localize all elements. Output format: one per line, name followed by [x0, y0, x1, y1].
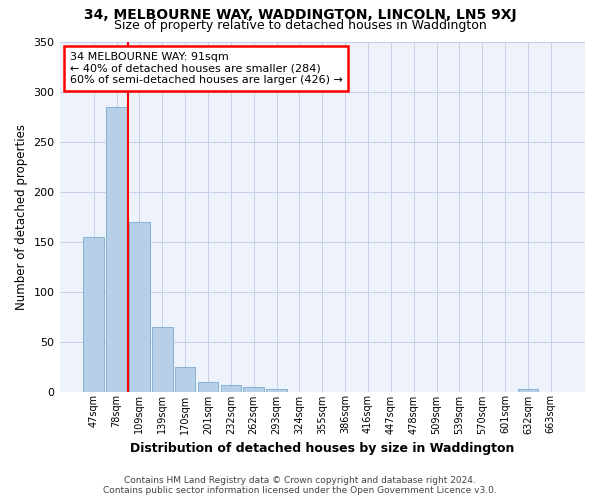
Bar	[266, 388, 287, 392]
Text: Size of property relative to detached houses in Waddington: Size of property relative to detached ho…	[113, 18, 487, 32]
Y-axis label: Number of detached properties: Number of detached properties	[15, 124, 28, 310]
Text: 34, MELBOURNE WAY, WADDINGTON, LINCOLN, LN5 9XJ: 34, MELBOURNE WAY, WADDINGTON, LINCOLN, …	[83, 8, 517, 22]
Text: 34 MELBOURNE WAY: 91sqm
← 40% of detached houses are smaller (284)
60% of semi-d: 34 MELBOURNE WAY: 91sqm ← 40% of detache…	[70, 52, 343, 85]
Bar	[198, 382, 218, 392]
Bar	[518, 388, 538, 392]
X-axis label: Distribution of detached houses by size in Waddington: Distribution of detached houses by size …	[130, 442, 514, 455]
Bar	[175, 366, 196, 392]
Bar	[106, 106, 127, 392]
Bar	[83, 236, 104, 392]
Bar	[152, 326, 173, 392]
Bar	[129, 222, 150, 392]
Bar	[221, 384, 241, 392]
Text: Contains HM Land Registry data © Crown copyright and database right 2024.
Contai: Contains HM Land Registry data © Crown c…	[103, 476, 497, 495]
Bar	[244, 386, 264, 392]
